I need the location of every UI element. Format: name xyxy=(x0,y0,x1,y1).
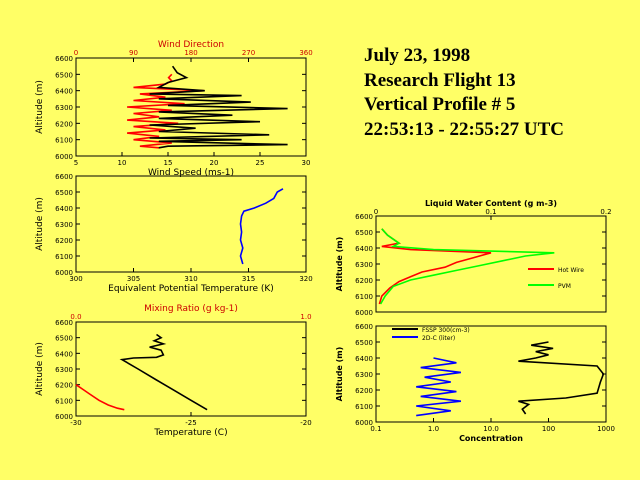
temp-ytick-label-1: 6100 xyxy=(55,397,73,405)
theta-series-0 xyxy=(239,188,284,265)
lwc-ytick-label-5: 6500 xyxy=(355,229,373,237)
conc-series-1 xyxy=(416,357,462,417)
theta-xtick-label-4: 320 xyxy=(299,275,312,283)
theta-xtick-label-3: 315 xyxy=(242,275,255,283)
temp-plot-frame xyxy=(75,321,307,417)
wind-series-1 xyxy=(149,65,288,149)
conc-legend-label-1: 2D-C (liter) xyxy=(422,335,455,342)
wind-top-xtick-label-2: 180 xyxy=(184,49,197,57)
lwc-legend-label-1: PVM xyxy=(558,283,571,290)
lwc-legend-label-0: Hot Wire xyxy=(558,267,584,274)
lwc-ytick-label-1: 6100 xyxy=(355,293,373,301)
wind-series-0 xyxy=(127,73,204,149)
theta-plot-frame xyxy=(75,175,307,273)
wind-xtick-label-4: 25 xyxy=(256,159,265,167)
wind-ytick-label-2: 6200 xyxy=(55,120,73,128)
temp-title: Mixing Ratio (g kg-1) xyxy=(144,304,238,314)
conc-ytick-label-1: 6100 xyxy=(355,403,373,411)
wind-ytick-label-6: 6600 xyxy=(55,55,73,63)
wind-xlabel: Wind Speed (ms-1) xyxy=(148,168,234,178)
conc-plot-frame xyxy=(375,325,607,423)
temp-ytick-label-0: 6000 xyxy=(55,413,73,421)
lwc-ylabel: Altitude (m) xyxy=(335,237,344,292)
wind-top-xtick-label-1: 90 xyxy=(129,49,138,57)
wind-xtick-label-2: 15 xyxy=(164,159,173,167)
temp-series-1 xyxy=(119,333,208,411)
flight-date: July 23, 1998 xyxy=(364,45,471,66)
lwc-ytick-label-3: 6300 xyxy=(355,261,373,269)
wind-xtick-label-3: 20 xyxy=(210,159,219,167)
conc-ytick-label-4: 6400 xyxy=(355,355,373,363)
conc-xtick-label-3: 100 xyxy=(542,425,555,433)
lwc-series-1 xyxy=(379,228,555,305)
temp-top-xtick-label-0: 0.0 xyxy=(70,313,81,321)
wind-xtick-label-1: 10 xyxy=(118,159,127,167)
wind-title: Wind Direction xyxy=(158,40,224,50)
temp-ytick-label-3: 6300 xyxy=(55,366,73,374)
conc-ylabel: Altitude (m) xyxy=(335,347,344,402)
theta-ytick-label-5: 6500 xyxy=(55,189,73,197)
theta-ylabel: Altitude (m) xyxy=(35,197,45,251)
wind-xtick-label-0: 5 xyxy=(74,159,78,167)
wind-ytick-label-0: 6000 xyxy=(55,153,73,161)
theta-ytick-label-0: 6000 xyxy=(55,269,73,277)
lwc-ytick-label-2: 6200 xyxy=(355,277,373,285)
conc-series-0 xyxy=(518,341,605,415)
wind-ytick-label-3: 6300 xyxy=(55,104,73,112)
theta-xtick-label-0: 300 xyxy=(69,275,82,283)
temp-xtick-label-0: -30 xyxy=(70,419,81,427)
temp-xtick-label-1: -25 xyxy=(185,419,196,427)
title-block: July 23, 1998 Research Flight 13 Vertica… xyxy=(364,44,564,142)
theta-ytick-label-4: 6400 xyxy=(55,205,73,213)
conc-legend-label-0: FSSP 300(cm-3) xyxy=(422,327,470,334)
conc-xtick-label-0: 0.1 xyxy=(370,425,381,433)
theta-xtick-label-2: 310 xyxy=(184,275,197,283)
temp-top-xtick-label-1: 1.0 xyxy=(300,313,311,321)
wind-top-xtick-label-3: 270 xyxy=(242,49,255,57)
temp-ytick-label-5: 6500 xyxy=(55,335,73,343)
wind-ytick-label-1: 6100 xyxy=(55,137,73,145)
wind-ytick-label-4: 6400 xyxy=(55,88,73,96)
conc-ytick-label-5: 6500 xyxy=(355,339,373,347)
theta-ytick-label-1: 6100 xyxy=(55,253,73,261)
profile-number: Vertical Profile # 5 xyxy=(364,94,516,115)
theta-xtick-label-1: 305 xyxy=(127,275,140,283)
temp-series-0 xyxy=(75,384,125,411)
lwc-xtick-label-2: 0.2 xyxy=(600,208,611,216)
lwc-ytick-label-0: 6000 xyxy=(355,309,373,317)
conc-ytick-label-6: 6600 xyxy=(355,323,373,331)
wind-ytick-label-5: 6500 xyxy=(55,71,73,79)
theta-ytick-label-3: 6300 xyxy=(55,221,73,229)
conc-xtick-label-4: 1000 xyxy=(597,425,615,433)
conc-ytick-label-0: 6000 xyxy=(355,419,373,427)
temp-ylabel: Altitude (m) xyxy=(35,342,45,396)
temp-xtick-label-2: -20 xyxy=(300,419,311,427)
temp-xlabel: Temperature (C) xyxy=(153,428,227,438)
temp-ytick-label-6: 6600 xyxy=(55,319,73,327)
wind-top-xtick-label-4: 360 xyxy=(299,49,312,57)
lwc-title: Liquid Water Content (g m-3) xyxy=(425,199,557,208)
conc-ytick-label-3: 6300 xyxy=(355,371,373,379)
lwc-xtick-label-1: 0.1 xyxy=(485,208,496,216)
wind-ylabel: Altitude (m) xyxy=(35,80,45,134)
temp-ytick-label-4: 6400 xyxy=(55,350,73,358)
lwc-xtick-label-0: 0 xyxy=(374,208,378,216)
wind-xtick-label-5: 30 xyxy=(302,159,311,167)
conc-xlabel: Concentration xyxy=(459,434,523,443)
wind-top-xtick-label-0: 0 xyxy=(74,49,78,57)
conc-xtick-label-2: 10.0 xyxy=(483,425,499,433)
conc-ytick-label-2: 6200 xyxy=(355,387,373,395)
flight-number: Research Flight 13 xyxy=(364,69,516,91)
theta-ytick-label-2: 6200 xyxy=(55,237,73,245)
lwc-ytick-label-6: 6600 xyxy=(355,213,373,221)
time-range: 22:53:13 - 22:55:27 UTC xyxy=(364,118,565,140)
conc-xtick-label-1: 1.0 xyxy=(428,425,439,433)
theta-xlabel: Equivalent Potential Temperature (K) xyxy=(108,284,274,294)
temp-ytick-label-2: 6200 xyxy=(55,382,73,390)
theta-ytick-label-6: 6600 xyxy=(55,173,73,181)
lwc-ytick-label-4: 6400 xyxy=(355,245,373,253)
